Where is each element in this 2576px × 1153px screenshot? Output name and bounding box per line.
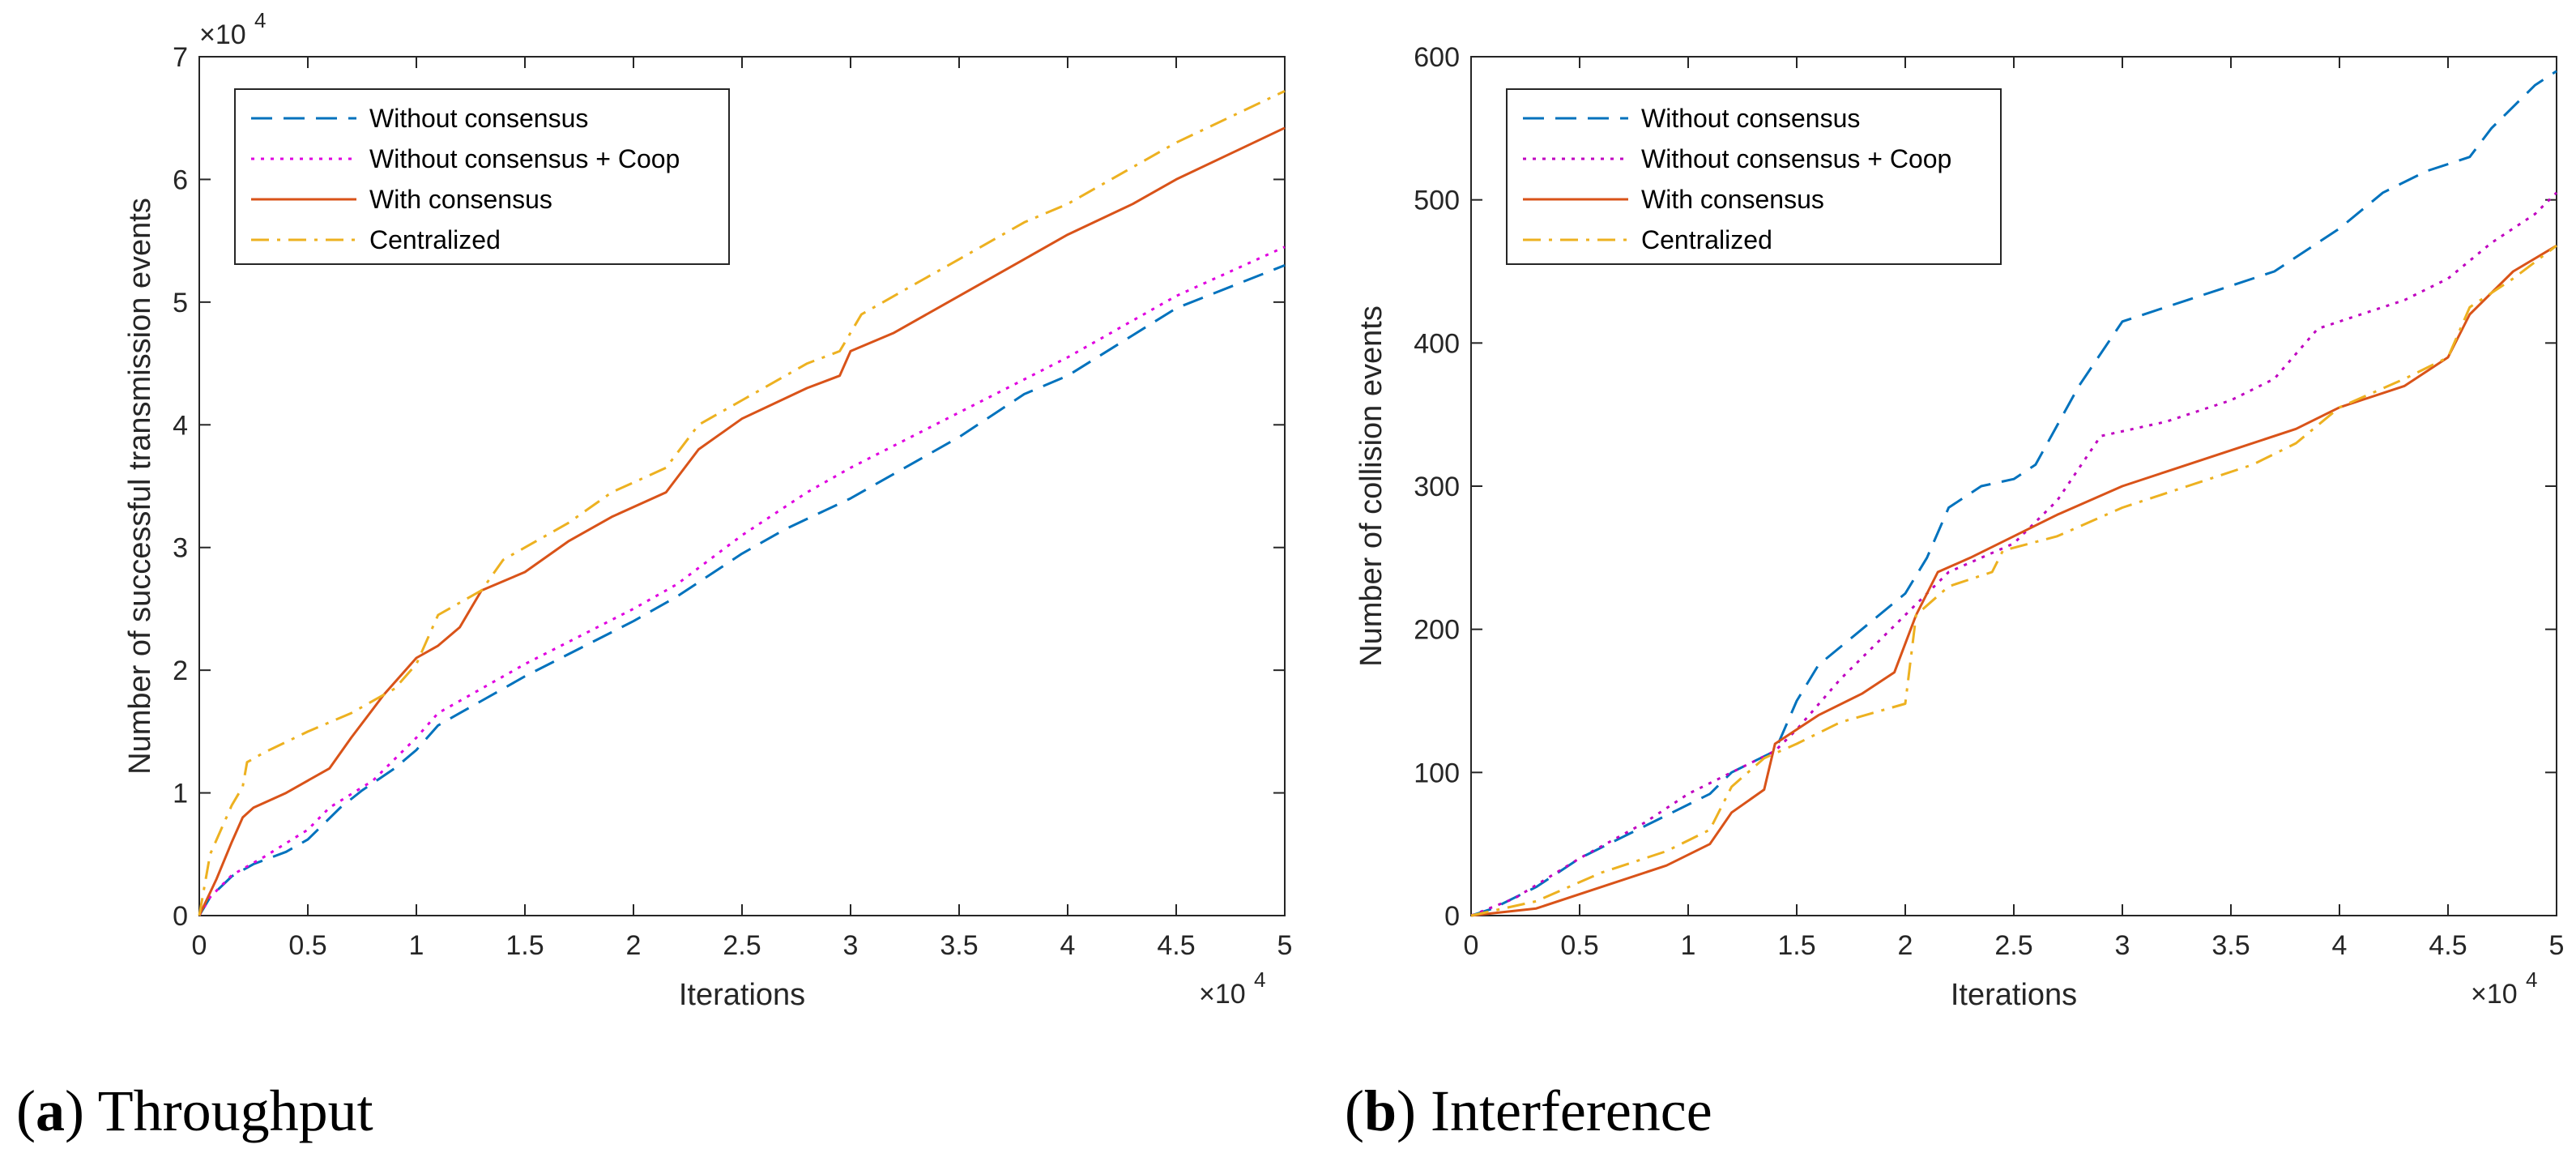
x-tick-label-b: 0.5 xyxy=(1560,930,1598,961)
y-tick-label-b: 100 xyxy=(1414,758,1460,788)
y-tick-label-a: 7 xyxy=(173,42,188,73)
legend-a: Without consensus Without consensus + Coo… xyxy=(234,88,730,265)
x-tick-label-b: 3.5 xyxy=(2211,930,2250,961)
x-exponent-power-a: 4 xyxy=(1254,967,1265,992)
series-layer-b xyxy=(1470,70,2558,917)
x-tick-label-a: 5 xyxy=(1277,930,1293,961)
series-line-a-3 xyxy=(198,90,1286,916)
x-exponent-base-a: 10 xyxy=(1215,979,1246,1010)
x-exponent-base-b: 10 xyxy=(2487,979,2518,1010)
caption-label-a: (a) Throughput xyxy=(16,1078,373,1143)
caption-letter-b: b xyxy=(1364,1078,1397,1143)
caption-b: (b) Interference xyxy=(1345,1078,1712,1143)
x-tick-label-a: 2 xyxy=(626,930,642,961)
x-axis-label-b: Iterations xyxy=(1951,978,2077,1012)
series-line-b-2 xyxy=(1470,244,2557,917)
y-exponent-label-a: ×10 xyxy=(199,19,246,50)
caption-text-b: Interference xyxy=(1431,1078,1712,1143)
x-tick-label-b: 2 xyxy=(1898,930,1913,961)
x-tick-label-a: 0 xyxy=(192,930,207,961)
x-tick-label-b: 5 xyxy=(2549,930,2565,961)
y-tick-label-a: 6 xyxy=(173,164,188,195)
x-tick-label-b: 4 xyxy=(2332,930,2348,961)
caption-a: (a) Throughput xyxy=(16,1078,373,1143)
legend-b: Without consensus Without consensus + Coo… xyxy=(1506,88,2002,265)
x-tick-label-a: 0.5 xyxy=(288,930,326,961)
series-line-a-0 xyxy=(198,264,1286,916)
y-axis-label-b: Number of collision events xyxy=(1354,305,1388,667)
legend-label-b-0: Without consensus xyxy=(1641,104,1860,133)
y-tick-label-a: 0 xyxy=(173,901,188,932)
y-tick-label-b: 400 xyxy=(1414,328,1460,359)
x-axis-label-a: Iterations xyxy=(679,978,805,1012)
series-line-a-1 xyxy=(198,246,1286,916)
legend-label-b-3: Centralized xyxy=(1641,225,1772,254)
legend-label-a-1: Without consensus + Coop xyxy=(369,144,680,173)
y-exponent-a: ×10 4 xyxy=(199,8,266,50)
y-tick-label-a: 1 xyxy=(173,779,188,809)
x-tick-label-a: 3 xyxy=(843,930,859,961)
x-tick-label-b: 4.5 xyxy=(2429,930,2467,961)
y-tick-label-b: 600 xyxy=(1414,42,1460,73)
x-tick-label-b: 3 xyxy=(2115,930,2130,961)
y-exponent-power-a: 4 xyxy=(254,8,266,32)
chart-interference: 0 0.5 1 1.5 2 2.5 3 3.5 4 4.5 5 0 100 200 300 400 500 600… xyxy=(1345,42,2564,1143)
x-tick-label-a: 1 xyxy=(409,930,424,961)
x-exponent-a: ×10 4 xyxy=(1199,967,1265,1010)
x-tick-label-a: 1.5 xyxy=(505,930,544,961)
x-tick-label-a: 2.5 xyxy=(723,930,761,961)
legend-label-a-3: Centralized xyxy=(369,225,501,254)
x-tick-label-b: 1 xyxy=(1681,930,1696,961)
y-tick-label-b: 200 xyxy=(1414,615,1460,646)
y-exponent-base-a: 10 xyxy=(215,19,246,50)
y-axis-label-a: Number of successful transmission events xyxy=(123,198,157,775)
axes-a: 0 0.5 1 1.5 2 2.5 3 3.5 4 4.5 5 0 1 2 3 4 5 6 7 xyxy=(173,42,1292,961)
x-tick-label-a: 4 xyxy=(1060,930,1076,961)
x-exponent-label-a: ×10 xyxy=(1199,979,1246,1010)
y-tick-label-a: 5 xyxy=(173,288,188,318)
y-tick-label-b: 300 xyxy=(1414,472,1460,502)
x-tick-label-b: 1.5 xyxy=(1777,930,1815,961)
legend-label-b-2: With consensus xyxy=(1641,185,1824,214)
x-exponent-label-b: ×10 xyxy=(2471,979,2518,1010)
y-tick-label-b: 500 xyxy=(1414,186,1460,216)
x-tick-label-b: 2.5 xyxy=(1994,930,2032,961)
series-line-b-0 xyxy=(1470,70,2557,917)
x-tick-label-b: 0 xyxy=(1464,930,1479,961)
legend-label-b-1: Without consensus + Coop xyxy=(1641,144,1951,173)
axes-b: 0 0.5 1 1.5 2 2.5 3 3.5 4 4.5 5 0 100 200 300 400 500 600 xyxy=(1414,42,2564,961)
y-tick-label-a: 2 xyxy=(173,656,188,686)
series-layer-a xyxy=(198,90,1286,916)
caption-label-b: (b) Interference xyxy=(1345,1078,1712,1143)
x-exponent-b: ×10 4 xyxy=(2471,967,2537,1010)
x-tick-label-a: 3.5 xyxy=(940,930,978,961)
y-tick-label-b: 0 xyxy=(1444,901,1460,932)
series-line-b-3 xyxy=(1470,245,2557,917)
x-tick-label-a: 4.5 xyxy=(1157,930,1195,961)
y-tick-label-a: 4 xyxy=(173,410,188,441)
caption-text-a: Throughput xyxy=(98,1078,373,1143)
x-exponent-power-b: 4 xyxy=(2526,967,2537,992)
legend-label-a-2: With consensus xyxy=(369,185,552,214)
y-tick-label-a: 3 xyxy=(173,533,188,564)
series-line-a-2 xyxy=(198,126,1286,916)
legend-label-a-0: Without consensus xyxy=(369,104,588,133)
caption-letter-a: a xyxy=(36,1078,65,1143)
